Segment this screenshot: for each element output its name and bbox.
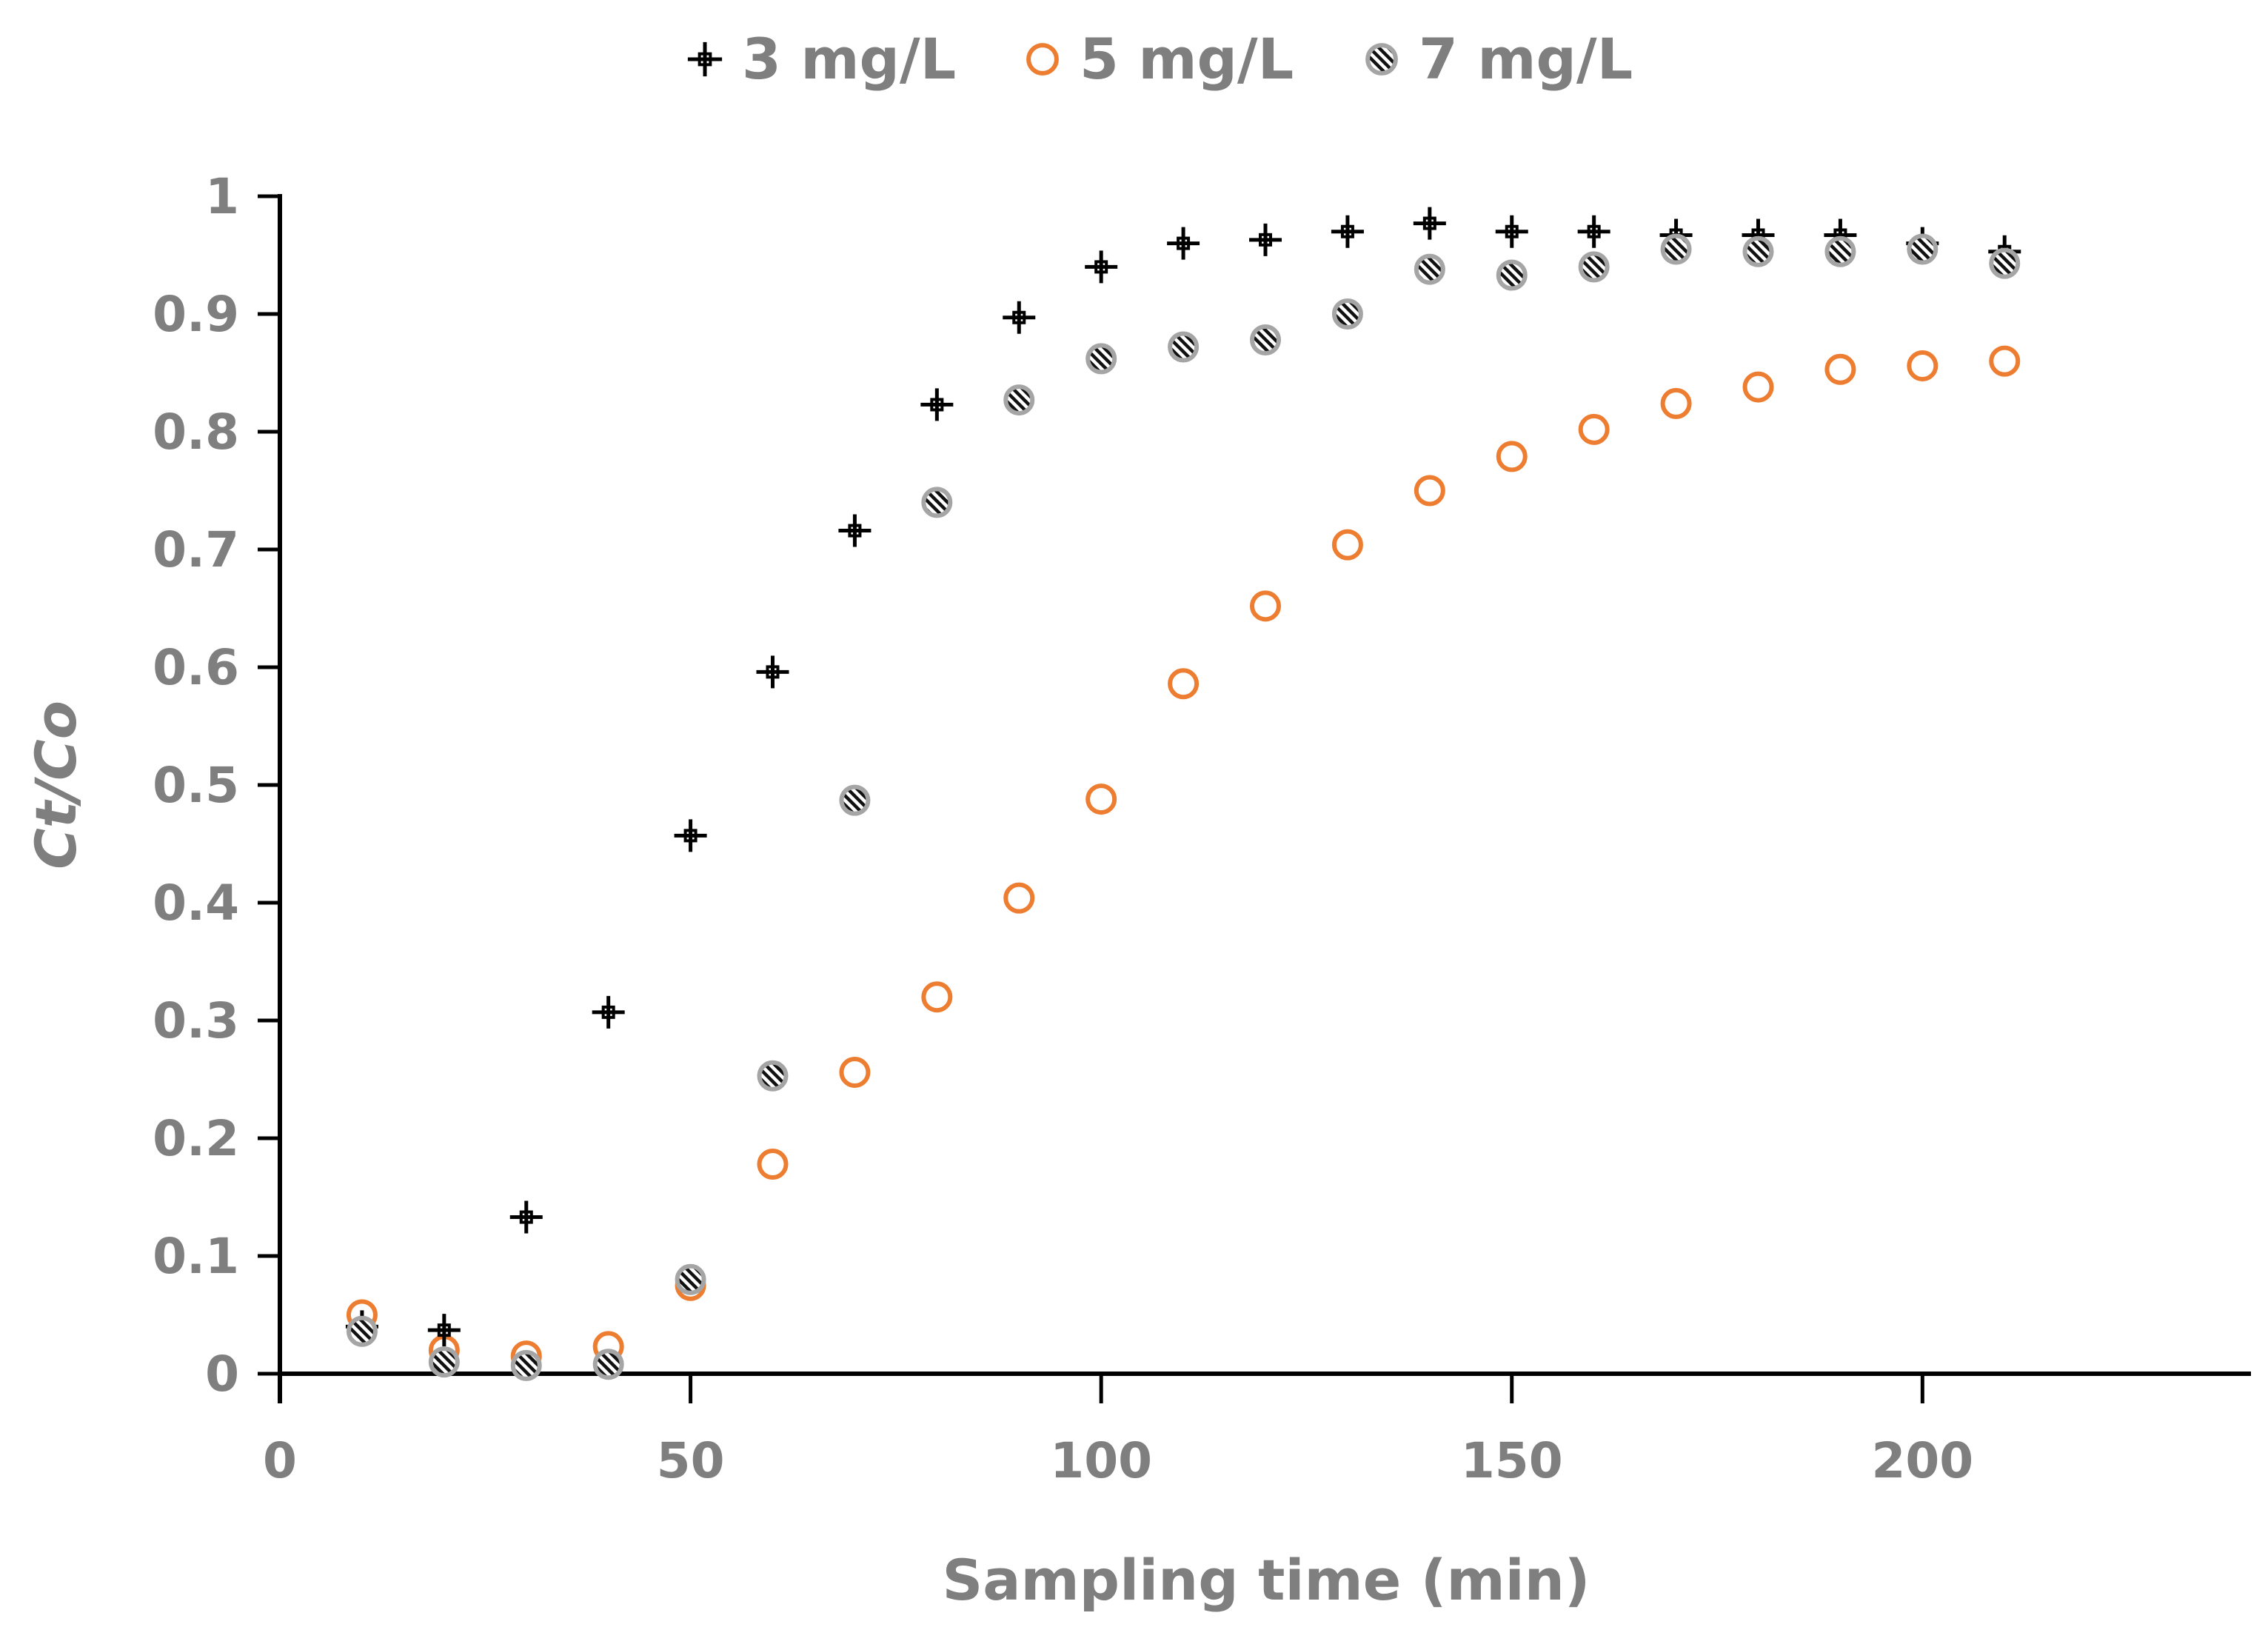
legend-marker — [1365, 43, 1398, 76]
y-tick-label: 0.8 — [153, 404, 239, 461]
legend-item: 5 mg/L — [1026, 26, 1294, 92]
data-point — [1003, 384, 1035, 416]
data-point — [592, 1349, 624, 1380]
data-point — [1085, 250, 1118, 284]
data-point — [1331, 215, 1364, 248]
data-point — [1660, 233, 1692, 265]
x-axis-ticks: 0 50 100 150 200 — [263, 1374, 1973, 1489]
data-point — [1086, 343, 1117, 375]
data-point — [675, 1263, 706, 1295]
y-tick-label: 0.4 — [153, 875, 239, 932]
data-point — [1824, 235, 1856, 267]
data-point — [1989, 247, 2021, 279]
data-point — [592, 995, 625, 1029]
y-axis-title: Ct/Co — [23, 701, 89, 869]
series-5-mg-l — [346, 345, 2021, 1372]
data-point — [1577, 215, 1610, 248]
data-point — [757, 1060, 789, 1092]
data-point — [757, 1148, 789, 1180]
y-tick-label: 0.3 — [153, 992, 239, 1049]
data-point — [1168, 331, 1200, 363]
legend-label: 7 mg/L — [1419, 26, 1633, 92]
x-tick-label: 0 — [263, 1432, 297, 1489]
data-point — [1414, 253, 1445, 285]
data-point — [1496, 441, 1528, 472]
legend-label: 3 mg/L — [742, 26, 956, 92]
data-point — [1742, 235, 1774, 267]
data-points — [345, 207, 2021, 1381]
data-point — [1907, 233, 1938, 265]
data-point — [1578, 251, 1610, 283]
data-point — [1167, 227, 1200, 260]
data-point — [1250, 590, 1281, 622]
data-point — [674, 819, 707, 852]
data-point — [1414, 475, 1445, 507]
x-tick-label: 200 — [1871, 1432, 1973, 1489]
data-point — [838, 514, 872, 547]
x-tick-label: 150 — [1461, 1432, 1563, 1489]
x-axis-title: Sampling time (min) — [942, 1547, 1590, 1613]
data-point — [510, 1349, 542, 1381]
chart-legend: 3 mg/L 5 mg/L 7 mg/L — [687, 26, 1633, 92]
y-tick-label: 0 — [205, 1346, 239, 1403]
y-tick-label: 0.5 — [153, 757, 239, 814]
x-tick-label: 50 — [657, 1432, 725, 1489]
y-tick-label: 0.2 — [153, 1110, 239, 1167]
data-point — [428, 1346, 460, 1378]
data-point — [1907, 350, 1938, 381]
data-point — [1250, 324, 1281, 355]
y-tick-label: 0.1 — [153, 1228, 239, 1285]
data-point — [1249, 223, 1282, 256]
legend-label: 5 mg/L — [1080, 26, 1294, 92]
data-point — [1742, 371, 1774, 403]
data-point — [1168, 668, 1200, 700]
data-point — [921, 487, 953, 518]
data-point — [427, 1314, 461, 1347]
data-point — [1331, 298, 1363, 330]
y-tick-label: 0.9 — [153, 286, 239, 343]
data-point — [1495, 215, 1528, 248]
data-point — [756, 655, 789, 689]
x-tick-label: 100 — [1050, 1432, 1152, 1489]
data-point — [1578, 413, 1610, 445]
data-point — [1496, 259, 1528, 291]
data-point — [839, 1056, 871, 1088]
data-point — [1331, 529, 1363, 561]
legend-item: 3 mg/L — [687, 26, 956, 92]
data-point — [509, 1200, 543, 1234]
data-point — [1003, 301, 1036, 334]
y-tick-label: 0.6 — [153, 639, 239, 696]
legend-marker — [687, 41, 723, 77]
data-point — [1989, 345, 2021, 377]
series-7-mg-l — [346, 233, 2021, 1381]
legend-marker — [1026, 43, 1059, 76]
data-point — [920, 388, 954, 421]
y-tick-label: 0.7 — [153, 521, 239, 578]
data-point — [1824, 353, 1856, 385]
data-point — [1660, 387, 1692, 419]
y-tick-label: 1 — [205, 168, 239, 225]
data-point — [1086, 784, 1117, 815]
data-point — [1003, 882, 1035, 914]
legend-item: 7 mg/L — [1365, 26, 1633, 92]
data-point — [346, 1315, 378, 1347]
y-axis-ticks: 0 0.1 0.2 0.3 0.4 0.5 0.6 0.7 0.8 0.9 1 — [153, 168, 280, 1403]
data-point — [1413, 207, 1446, 240]
data-point — [839, 784, 871, 816]
plot-area: 0 0.1 0.2 0.3 0.4 0.5 0.6 0.7 0.8 0.9 1 0 50 100 150 2… — [153, 168, 2251, 1489]
data-point — [921, 981, 953, 1013]
